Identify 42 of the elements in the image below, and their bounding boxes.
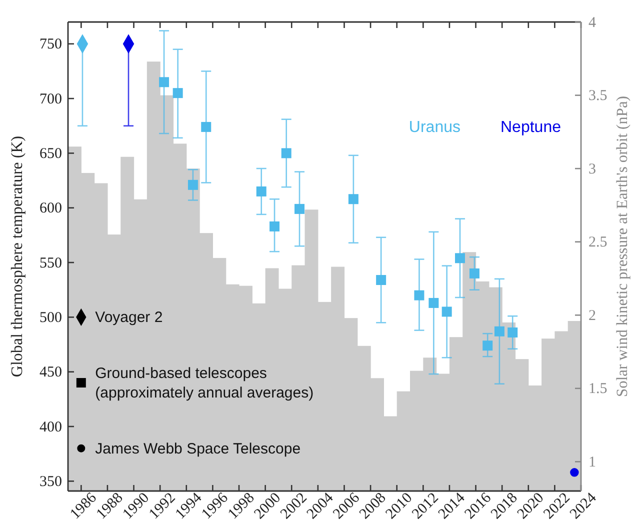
y-tick-label: 700 bbox=[40, 91, 62, 108]
text: Neptune bbox=[500, 119, 562, 136]
y2-tick-label: 1 bbox=[588, 454, 596, 470]
point bbox=[454, 253, 465, 264]
point bbox=[188, 180, 198, 190]
y-tick-label: 650 bbox=[40, 146, 62, 162]
y2-tick-label: 3 bbox=[588, 161, 596, 178]
point bbox=[270, 221, 280, 232]
point bbox=[172, 88, 183, 98]
annotation: Voyager 2 bbox=[95, 309, 163, 326]
y-tick-label: 600 bbox=[40, 200, 62, 217]
point bbox=[482, 340, 493, 351]
y-tick-label: 400 bbox=[40, 419, 62, 436]
y-tick-label: 550 bbox=[40, 255, 62, 272]
point bbox=[348, 194, 358, 204]
y-axis-title: Global thermosphere temperature (K) bbox=[9, 136, 26, 378]
y2-tick-label: 2 bbox=[588, 308, 596, 324]
point bbox=[494, 326, 504, 336]
y-tick-label: 750 bbox=[40, 36, 62, 53]
y-tick-label: 450 bbox=[40, 364, 62, 381]
annotation: Ground-based telescopes (approximately annual averages) bbox=[95, 364, 314, 402]
text: Uranus bbox=[408, 119, 460, 136]
point bbox=[469, 268, 480, 278]
point bbox=[376, 275, 386, 286]
point bbox=[201, 122, 212, 132]
y-tick-label: 350 bbox=[40, 474, 62, 490]
y2-tick-label: 2.5 bbox=[588, 234, 608, 251]
annotation: James Webb Space Telescope bbox=[95, 440, 301, 458]
y2-axis-title: Solar wind kinetic pressure at Earth's orbit (nPa) bbox=[614, 96, 631, 398]
point bbox=[159, 77, 170, 88]
y2-tick-label: 3.5 bbox=[588, 88, 608, 104]
y2-tick-label: 1.5 bbox=[588, 381, 608, 398]
point bbox=[414, 290, 424, 300]
point bbox=[428, 298, 439, 308]
y2-tick-label: 4 bbox=[588, 14, 596, 31]
point bbox=[570, 468, 579, 477]
y-tick-label: 500 bbox=[40, 310, 62, 326]
point bbox=[442, 306, 452, 317]
point bbox=[508, 327, 518, 338]
point bbox=[256, 186, 266, 196]
point bbox=[294, 204, 305, 214]
point bbox=[281, 148, 292, 158]
